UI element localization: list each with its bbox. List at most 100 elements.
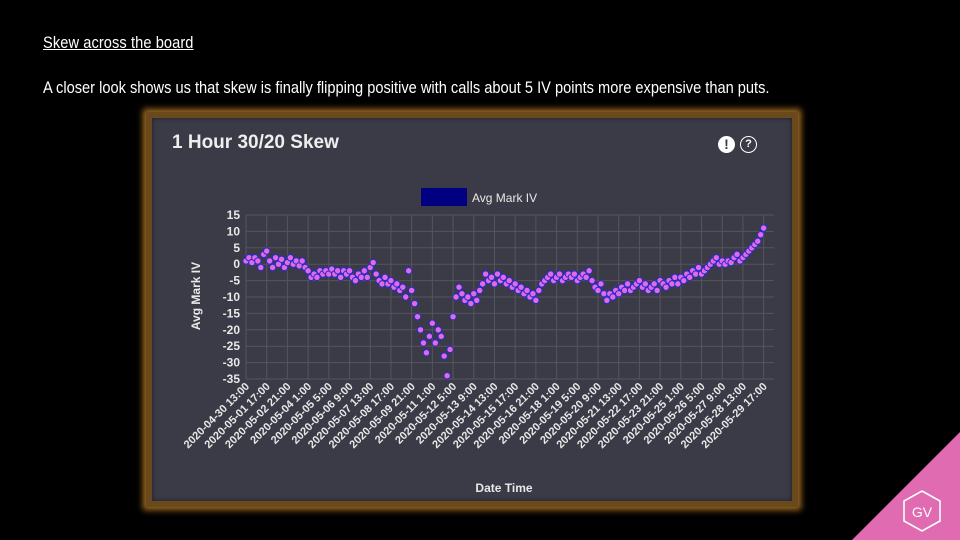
y-tick-label: 10 [227,224,241,238]
skew-scatter-chart: Avg Mark IV 15 10 5 0 -5 -10 -15 -20 -25 -30 -35 2… [182,188,774,495]
data-point [623,280,632,288]
y-tick-label: 5 [233,241,240,255]
alert-icon[interactable]: ! [718,136,735,153]
data-point [410,299,419,308]
data-point [754,237,762,245]
data-point [286,253,295,262]
data-point [443,372,451,380]
data-point [712,253,721,262]
data-point [422,349,431,357]
data-point [499,273,508,282]
data-point [467,299,475,308]
data-point [546,270,555,278]
data-point [733,250,741,259]
data-point [369,258,377,267]
data-point [413,312,422,321]
data-point [464,293,472,301]
data-point [478,280,487,288]
grid [245,214,774,380]
data-point [431,339,440,347]
data-point [674,280,682,288]
data-point [680,276,688,285]
data-point [759,224,768,232]
data-point [756,230,765,239]
data-point [425,332,434,341]
data-point [517,283,525,291]
data-point [615,290,623,298]
data-point [685,273,694,282]
data-point [582,273,590,282]
data-point [402,293,410,301]
chart-title: 1 Hour 30/20 Skew [172,132,339,153]
data-point [419,339,428,347]
data-point [271,253,280,262]
hexagon-icon [903,490,941,532]
data-point [263,247,271,255]
data-point [662,283,670,291]
data-point [336,273,345,282]
data-point [570,270,579,278]
data-point [407,286,416,295]
data-point [304,267,312,275]
help-icon[interactable]: ? [740,136,757,153]
data-point [603,296,611,304]
data-point [440,352,448,360]
data-point [470,290,478,298]
slide-body-text: A closer look shows us that skew is fina… [43,78,770,97]
data-point [257,263,265,272]
data-point [635,276,644,285]
legend-swatch [421,188,467,206]
data-point [345,267,354,275]
data-point [428,319,437,327]
data-point [434,326,442,334]
data-point [511,280,519,288]
y-tick-label: 15 [227,208,241,222]
data-point [455,283,463,291]
y-tick-label: -35 [223,372,241,386]
legend[interactable]: Avg Mark IV [421,188,537,206]
data-point [452,293,460,301]
data-point [650,280,658,288]
chart-widget: 1 Hour 30/20 Skew ! ? Avg Mark IV 15 10 5 0… [146,112,798,507]
data-point [268,263,277,272]
data-point [277,255,286,263]
y-tick-label: -15 [223,306,241,320]
data-point [363,273,371,282]
data-point [372,270,380,278]
y-tick-label: -20 [223,323,241,337]
data-point [585,267,593,275]
data-point [523,286,531,295]
data-point [555,270,564,278]
data-point [609,293,617,301]
slide-heading: Skew across the board [43,33,194,52]
data-point [416,326,425,334]
data-point [265,257,274,265]
data-point [641,280,650,288]
data-point [529,290,537,298]
data-point [481,270,490,278]
data-point [532,296,540,304]
y-tick-label: 0 [233,257,240,271]
data-point [490,280,499,288]
data-point [458,290,466,298]
corner-triangle [852,432,960,540]
data-point [446,345,454,354]
data-point [505,276,513,285]
y-tick-label: -5 [229,274,240,288]
data-point [594,286,602,295]
y-axis-label: Avg Mark IV [189,262,203,330]
x-axis-label: Date Time [475,481,532,495]
y-tick-label: -25 [223,339,241,353]
data-point [597,280,605,288]
y-tick-label: -10 [223,290,241,304]
data-point [493,270,502,278]
data-point [449,312,457,321]
data-points [242,224,768,380]
data-point [588,276,596,285]
data-point [487,273,496,282]
data-point [381,273,389,282]
data-point [535,286,543,295]
logo-text: GV [912,504,933,520]
data-point [399,283,407,291]
data-point [387,276,395,285]
